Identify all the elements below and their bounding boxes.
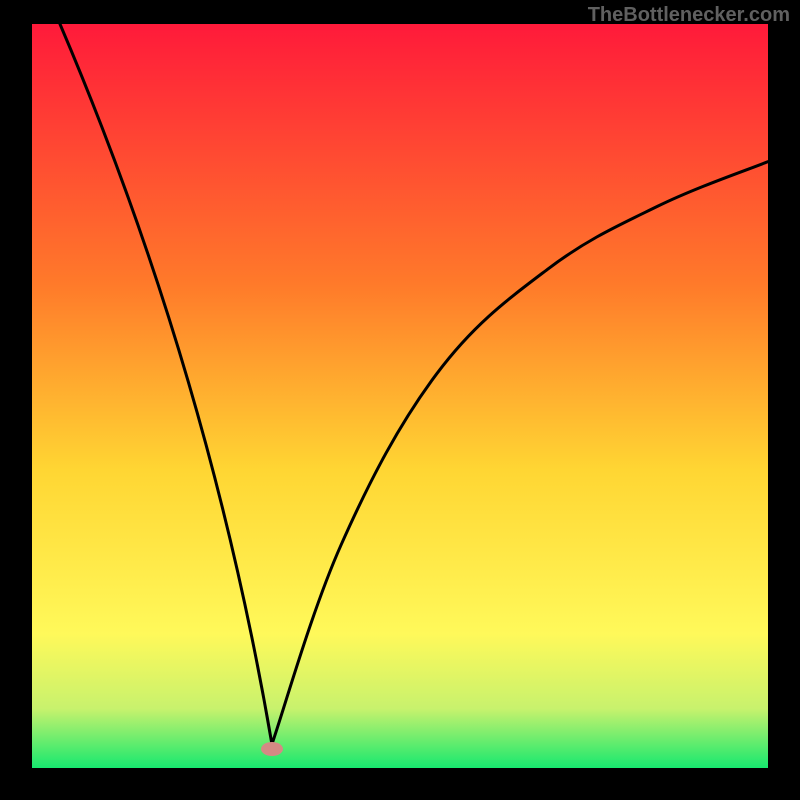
- chart-container: TheBottlenecker.com: [0, 0, 800, 800]
- watermark-label: TheBottlenecker.com: [588, 4, 790, 27]
- curve-path: [60, 24, 768, 744]
- plot-area: [32, 24, 768, 768]
- optimal-point-marker: [261, 742, 283, 756]
- bottleneck-curve: [32, 24, 768, 768]
